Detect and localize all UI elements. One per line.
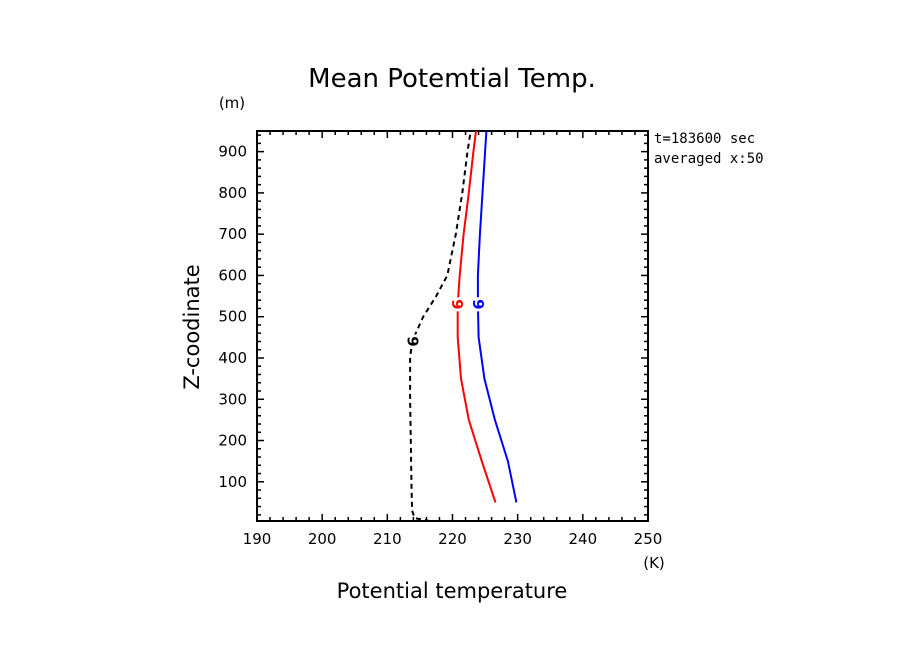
y-tick-label: 200 bbox=[218, 432, 247, 450]
y-tick-label: 500 bbox=[218, 308, 247, 326]
y-tick-label: 600 bbox=[218, 266, 247, 284]
annotation-time: t=183600 sec bbox=[654, 131, 755, 147]
x-tick-label: 200 bbox=[308, 530, 337, 548]
plot-frame bbox=[256, 130, 649, 522]
series-group: 99 9 bbox=[404, 130, 518, 522]
chart-labels: Mean Potemtial Temp. (m) (K) Potential t… bbox=[180, 64, 764, 603]
y-tick-label: 300 bbox=[218, 390, 247, 408]
series-line-3 bbox=[476, 130, 518, 503]
y-tick-label: 100 bbox=[218, 473, 247, 491]
x-tick-label: 190 bbox=[243, 530, 272, 548]
plot-axes: 190 200 210 220 230 240 250 100 200 300 400 500 600 7… bbox=[218, 130, 663, 548]
annotation-box: t=183600 sec averaged x:50 bbox=[654, 131, 764, 167]
x-tick-label: 230 bbox=[503, 530, 532, 548]
chart-title: Mean Potemtial Temp. bbox=[308, 64, 596, 94]
series-label-bg bbox=[469, 297, 486, 312]
series-label-3: 9 bbox=[469, 299, 487, 309]
x-tick-label: 220 bbox=[438, 530, 467, 548]
series-line-1 bbox=[409, 130, 472, 522]
x-unit-label: (K) bbox=[643, 554, 665, 572]
series-label-2: 9 bbox=[448, 299, 466, 309]
x-tick-label: 250 bbox=[634, 530, 663, 548]
annotation-averaged: averaged x:50 bbox=[654, 151, 764, 167]
y-unit-label: (m) bbox=[219, 94, 245, 112]
series-label-bg bbox=[449, 297, 466, 312]
y-tick-label: 700 bbox=[218, 225, 247, 243]
y-tick-label: 800 bbox=[218, 184, 247, 202]
series-label-1: 9 bbox=[404, 336, 422, 346]
series-label-bg bbox=[404, 334, 421, 349]
x-axis-title: Potential temperature bbox=[337, 579, 568, 603]
x-tick-label: 210 bbox=[373, 530, 402, 548]
y-axis-title: Z-coodinate bbox=[180, 264, 204, 389]
series-line-2 bbox=[456, 130, 497, 503]
y-tick-label: 900 bbox=[218, 143, 247, 161]
x-tick-label: 240 bbox=[569, 530, 598, 548]
y-tick-label: 400 bbox=[218, 349, 247, 367]
